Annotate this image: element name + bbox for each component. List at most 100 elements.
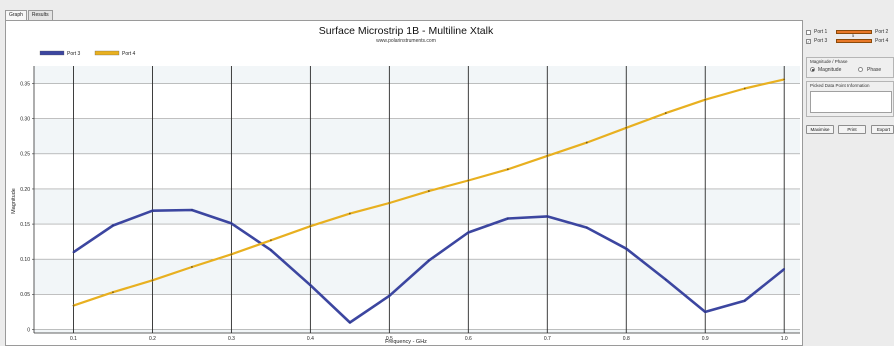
port-2-label: Port 2 bbox=[875, 29, 889, 35]
data-point bbox=[704, 311, 707, 313]
data-point bbox=[388, 294, 391, 297]
chart-series bbox=[72, 78, 786, 324]
data-point bbox=[427, 259, 430, 262]
data-point bbox=[467, 179, 470, 182]
picked-data-textbox[interactable] bbox=[810, 91, 892, 113]
tab-graph[interactable]: Graph bbox=[5, 10, 27, 21]
data-point bbox=[230, 222, 233, 225]
y-tick-label: 0 bbox=[27, 327, 30, 333]
x-tick-label: 0.3 bbox=[228, 336, 235, 342]
data-point bbox=[112, 291, 114, 294]
data-point bbox=[72, 251, 75, 254]
y-tick-label: 0.10 bbox=[20, 257, 30, 263]
chart-subtitle: www.polarinstruments.com bbox=[376, 38, 436, 44]
magnitude-phase-options: Magnitude Phase bbox=[810, 66, 894, 74]
y-tick-label: 0.30 bbox=[20, 116, 30, 122]
chart-title: Surface Microstrip 1B - Multiline Xtalk bbox=[319, 25, 494, 37]
legend-label: Port 4 bbox=[122, 51, 136, 57]
chart-ticks: 0 0.05 0.10 0.15 0.20 0.25 0.30 0.35 0.1 0.2 0.3 0.… bbox=[20, 81, 788, 342]
x-tick-label: 0.1 bbox=[70, 336, 77, 342]
data-point bbox=[467, 231, 470, 234]
chart-grid bbox=[34, 66, 800, 333]
data-point bbox=[348, 212, 351, 215]
phase-radio[interactable] bbox=[858, 67, 863, 72]
tab-strip: Graph Results bbox=[5, 10, 54, 21]
chart-band bbox=[34, 66, 800, 84]
data-point bbox=[783, 268, 786, 270]
data-point bbox=[506, 217, 509, 220]
x-tick-label: 0.7 bbox=[544, 336, 551, 342]
data-point bbox=[625, 247, 628, 250]
chart-band bbox=[34, 329, 800, 333]
maximise-button[interactable]: Maximise bbox=[806, 125, 834, 134]
port-row-1: Port 1 Port 2 bbox=[806, 28, 894, 37]
picked-data-title: Picked Data Point Information bbox=[810, 83, 870, 88]
chart-band bbox=[34, 259, 800, 295]
x-axis-label: Frequency - GHz bbox=[385, 339, 427, 345]
chart-band bbox=[34, 83, 800, 119]
export-button[interactable]: Export bbox=[871, 125, 894, 134]
crosstalk-chart: Surface Microstrip 1B - Multiline Xtalk … bbox=[11, 25, 800, 345]
data-point bbox=[783, 78, 786, 81]
data-point bbox=[743, 87, 746, 90]
x-tick-label: 0.8 bbox=[623, 336, 630, 342]
legend-swatch bbox=[39, 50, 65, 56]
data-point bbox=[585, 141, 588, 144]
magnitude-radio[interactable] bbox=[810, 67, 815, 72]
chart-bands bbox=[34, 66, 800, 333]
data-point bbox=[270, 249, 272, 251]
data-point bbox=[388, 202, 391, 204]
y-tick-label: 0.35 bbox=[20, 81, 30, 87]
port-row-2: ✓ Port 3 Port 4 bbox=[806, 37, 894, 46]
x-tick-label: 1.0 bbox=[781, 336, 788, 342]
tab-results[interactable]: Results bbox=[27, 10, 53, 20]
port-mid-marker: 5 bbox=[852, 33, 862, 42]
data-point bbox=[309, 284, 312, 287]
data-point bbox=[230, 253, 233, 256]
data-point bbox=[427, 190, 430, 192]
data-point bbox=[151, 209, 154, 212]
port-4-label: Port 4 bbox=[875, 38, 889, 44]
port-mid-marker-text: 5 bbox=[852, 33, 855, 38]
data-point bbox=[585, 226, 588, 229]
port-1-label: Port 1 bbox=[814, 29, 828, 35]
y-tick-label: 0.20 bbox=[20, 187, 30, 193]
x-tick-label: 0.6 bbox=[465, 336, 472, 342]
y-tick-label: 0.15 bbox=[20, 222, 30, 228]
data-point bbox=[704, 98, 707, 101]
data-point bbox=[664, 278, 667, 281]
chart-legend: Port 3 Port 4 bbox=[39, 50, 136, 57]
y-tick-label: 0.05 bbox=[20, 292, 30, 298]
magnitude-option-label: Magnitude bbox=[818, 67, 842, 73]
magnitude-phase-group: Magnitude / Phase Magnitude Phase bbox=[806, 57, 894, 78]
port-1-swatch bbox=[836, 30, 872, 34]
port-3-checkbox[interactable]: ✓ bbox=[806, 39, 811, 44]
chart-band bbox=[34, 153, 800, 189]
side-panel: Port 1 Port 2 5 ✓ Port 3 Port 4 Magnitud… bbox=[806, 28, 894, 346]
print-button[interactable]: Print bbox=[838, 125, 866, 134]
port-3-label: Port 3 bbox=[814, 38, 828, 44]
port-1-checkbox[interactable] bbox=[806, 30, 811, 35]
data-point bbox=[664, 112, 667, 114]
data-point bbox=[72, 304, 75, 307]
data-point bbox=[506, 168, 509, 171]
data-point bbox=[270, 239, 272, 242]
data-point bbox=[112, 224, 114, 227]
chart-band bbox=[34, 118, 800, 154]
data-point bbox=[191, 209, 193, 211]
port-3-swatch bbox=[836, 39, 872, 43]
magnitude-phase-title: Magnitude / Phase bbox=[810, 59, 848, 64]
data-point bbox=[309, 225, 312, 228]
data-point bbox=[625, 126, 628, 129]
phase-option-label: Phase bbox=[867, 67, 882, 73]
data-point bbox=[348, 321, 351, 324]
data-point bbox=[546, 155, 549, 157]
y-axis-label: Magnitude bbox=[11, 188, 17, 214]
data-point bbox=[546, 215, 549, 218]
x-tick-label: 0.5 bbox=[386, 336, 393, 342]
x-tick-label: 0.9 bbox=[702, 336, 709, 342]
y-tick-label: 0.25 bbox=[20, 152, 30, 158]
picked-data-group: Picked Data Point Information bbox=[806, 81, 894, 117]
legend-label: Port 3 bbox=[67, 51, 81, 57]
chart-axes bbox=[33, 66, 800, 334]
